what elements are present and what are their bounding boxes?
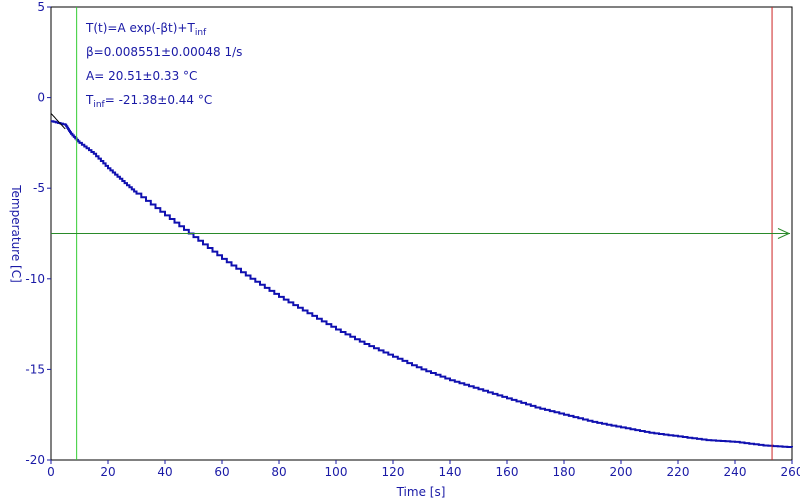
horizontal-cursor-arrow-icon [777, 228, 791, 239]
x-tick-label: 120 [382, 465, 405, 479]
x-tick-label: 260 [781, 465, 800, 479]
fit-a: A= 20.51±0.33 °C [86, 69, 197, 83]
x-tick-label: 160 [496, 465, 519, 479]
x-tick-label: 80 [271, 465, 286, 479]
x-axis-label: Time [s] [396, 485, 446, 499]
y-axis-label: Temperature [C] [9, 184, 23, 283]
fit-annotation: T(t)=A exp(-βt)+Tinf β=0.008551±0.00048 … [85, 21, 242, 110]
x-tick-label: 20 [100, 465, 115, 479]
y-tick-label: -5 [33, 181, 45, 195]
y-tick-label: -20 [25, 453, 45, 467]
fit-beta: β=0.008551±0.00048 1/s [86, 45, 242, 59]
x-tick-label: 140 [439, 465, 462, 479]
x-tick-label: 40 [157, 465, 172, 479]
y-tick-label: 0 [37, 91, 45, 105]
y-tick-label: -15 [25, 362, 45, 376]
x-tick-label: 0 [47, 465, 55, 479]
fit-tinf: Tinf= -21.38±0.44 °C [85, 93, 212, 110]
x-tick-label: 220 [667, 465, 690, 479]
y-tick-label: -10 [25, 272, 45, 286]
fit-equation: T(t)=A exp(-βt)+Tinf [85, 21, 207, 38]
x-axis-ticks: 0 20 40 60 80 100 120 140 160 180 200 220 240 260 [47, 460, 800, 479]
x-tick-label: 100 [325, 465, 348, 479]
fit-line [50, 113, 66, 130]
y-tick-label: 5 [37, 0, 45, 14]
x-tick-label: 60 [214, 465, 229, 479]
x-tick-label: 200 [610, 465, 633, 479]
x-tick-label: 180 [553, 465, 576, 479]
x-tick-label: 240 [724, 465, 747, 479]
temperature-series-line [51, 120, 793, 448]
y-axis-ticks: 5 0 -5 -10 -15 -20 [25, 0, 51, 467]
